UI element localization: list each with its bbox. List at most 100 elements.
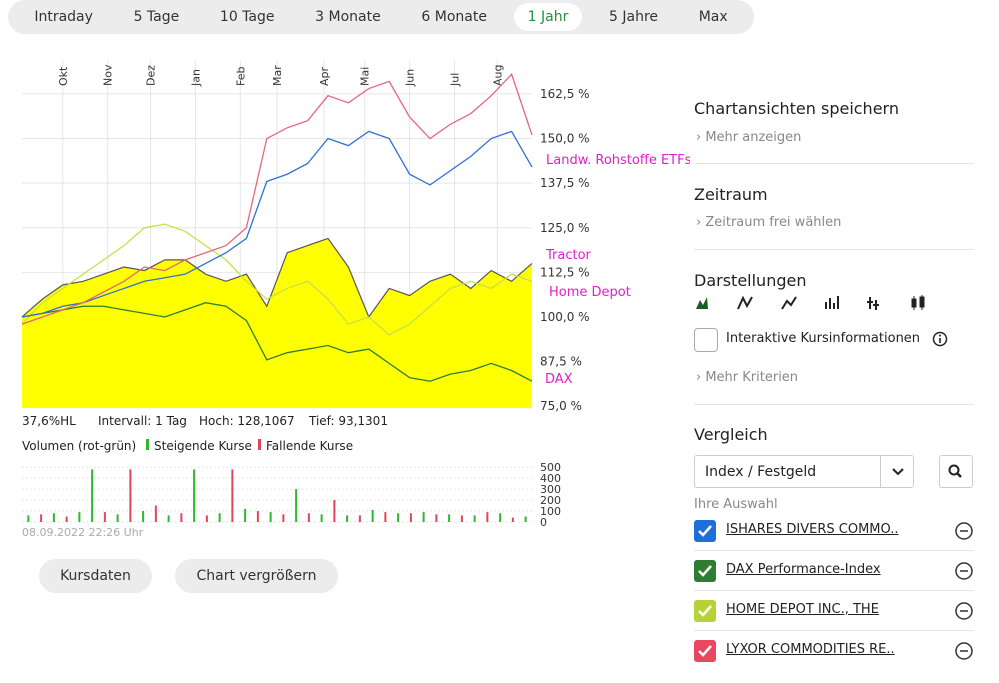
y-tick-label: 100,0 %: [540, 310, 590, 324]
chart: 75,0 % 87,5 % 100,0 % 112,5 % 125,0 % 137,5 %…: [21, 60, 690, 539]
tab[interactable]: 6 Monate: [421, 9, 487, 25]
info-icon[interactable]: [932, 331, 948, 347]
volume-bar: [499, 513, 502, 522]
tab[interactable]: 3 Monate: [315, 9, 381, 25]
annotation: Home Depot: [549, 285, 631, 300]
line: [21, 223, 533, 336]
tab[interactable]: 1 Jahr: [513, 3, 583, 31]
item-label[interactable]: LYXOR COMMODITIES RE..: [726, 642, 895, 657]
line: [21, 130, 533, 318]
tab[interactable]: Max: [698, 9, 728, 25]
select-text: Index / Festgeld: [705, 464, 817, 480]
stat: Tief: 93,1301: [308, 414, 388, 428]
section-title: Chartansichten speichern: [694, 99, 899, 118]
legend-swatch: [146, 439, 149, 450]
volume-bar: [320, 514, 323, 522]
link[interactable]: › Mehr anzeigen: [696, 130, 802, 145]
x-tick-label: Dez: [145, 65, 158, 86]
y-tick-label: 200: [540, 494, 561, 507]
tab-bar: Intraday 5 Tage 10 Tage 3 Monate 6 Monate 1 J…: [8, 0, 754, 34]
volume-bar: [65, 516, 68, 522]
volume-bar: [256, 511, 259, 522]
divider: [880, 456, 881, 487]
volume-bar: [409, 513, 412, 522]
button[interactable]: Chart vergrößern: [175, 559, 338, 593]
volume-bar: [142, 511, 145, 522]
item-label[interactable]: ISHARES DIVERS COMMO..: [726, 522, 899, 537]
x-tick-label: Apr: [318, 66, 331, 86]
remove-button[interactable]: [954, 641, 974, 661]
volume-bar: [27, 515, 30, 522]
icon-area[interactable]: [696, 297, 708, 309]
checkbox[interactable]: [694, 520, 716, 542]
link[interactable]: › Mehr Kriterien: [696, 370, 799, 385]
checkbox[interactable]: [694, 600, 716, 622]
legend-label: Steigende Kurse: [154, 439, 252, 453]
x-tick-label: Jan: [189, 69, 202, 87]
icon-line[interactable]: [737, 295, 753, 310]
select[interactable]: Index / Festgeld: [694, 455, 914, 488]
section-title: Zeitraum: [694, 185, 768, 204]
icon-ohlc[interactable]: [867, 297, 879, 310]
item-label[interactable]: HOME DEPOT INC., THE: [726, 602, 879, 617]
y-tick-label: 500: [540, 461, 561, 474]
stat: 37,6%HL: [22, 414, 76, 428]
tab[interactable]: 5 Jahre: [609, 9, 659, 25]
y-tick-label: 137,5 %: [540, 176, 590, 190]
timestamp: 08.09.2022 22:26 Uhr: [22, 526, 144, 539]
check: [698, 565, 712, 577]
x-tick-label: Jul: [448, 73, 461, 87]
x-tick-label: Mai: [359, 67, 372, 86]
check: [698, 645, 712, 657]
search-button[interactable]: [939, 455, 973, 488]
tab[interactable]: 10 Tage: [219, 9, 275, 25]
volume-bar: [167, 515, 170, 522]
stat: Intervall: 1 Tag: [98, 414, 187, 428]
icon-line-dots[interactable]: [781, 296, 797, 310]
search-icon: [948, 464, 962, 478]
icon-bars[interactable]: [825, 296, 839, 309]
check: [698, 605, 712, 617]
x-tick-label: Jun: [404, 69, 417, 87]
volume-bar: [180, 513, 183, 522]
selection-label: Ihre Auswahl: [694, 497, 778, 512]
icon-candles[interactable]: [911, 295, 925, 310]
line: [21, 302, 533, 382]
volume-bar: [52, 513, 55, 522]
volume-bar: [524, 516, 527, 522]
checkbox[interactable]: [694, 640, 716, 662]
tab[interactable]: 5 Tage: [133, 9, 180, 25]
y-tick-label: 75,0 %: [540, 399, 582, 413]
volume-bar: [422, 512, 425, 522]
link[interactable]: › Zeitraum frei wählen: [696, 215, 842, 230]
remove-button[interactable]: [954, 601, 974, 621]
volume-bar: [116, 514, 119, 522]
x-tick-label: Okt: [57, 66, 70, 86]
check: [698, 525, 712, 537]
x-tick-label: Feb: [234, 67, 247, 86]
volume-bar: [307, 513, 310, 522]
y-tick-label: 400: [540, 472, 561, 485]
annotation: Landw. Rohstoffe ETFs: [546, 153, 690, 168]
button[interactable]: Kursdaten: [39, 559, 152, 593]
minus-icon: [955, 602, 973, 620]
area-line: [21, 237, 533, 319]
volume-bar: [193, 469, 196, 522]
section-title: Vergleich: [694, 425, 768, 444]
link-text: Mehr Kriterien: [705, 370, 799, 385]
tab[interactable]: Intraday: [34, 9, 93, 25]
checkbox[interactable]: [694, 328, 718, 352]
y-tick-label: 112,5 %: [540, 265, 590, 279]
remove-button[interactable]: [954, 561, 974, 581]
minus-icon: [955, 562, 973, 580]
separator: [694, 404, 974, 405]
volume-bar: [460, 515, 463, 522]
legend-label: Fallende Kurse: [266, 439, 353, 453]
link-text: Zeitraum frei wählen: [705, 215, 842, 230]
checkbox[interactable]: [694, 560, 716, 582]
line: [21, 73, 533, 325]
volume-bar: [78, 512, 81, 522]
item-label[interactable]: DAX Performance-Index: [726, 562, 881, 577]
volume-bar: [231, 469, 234, 522]
remove-button[interactable]: [954, 521, 974, 541]
